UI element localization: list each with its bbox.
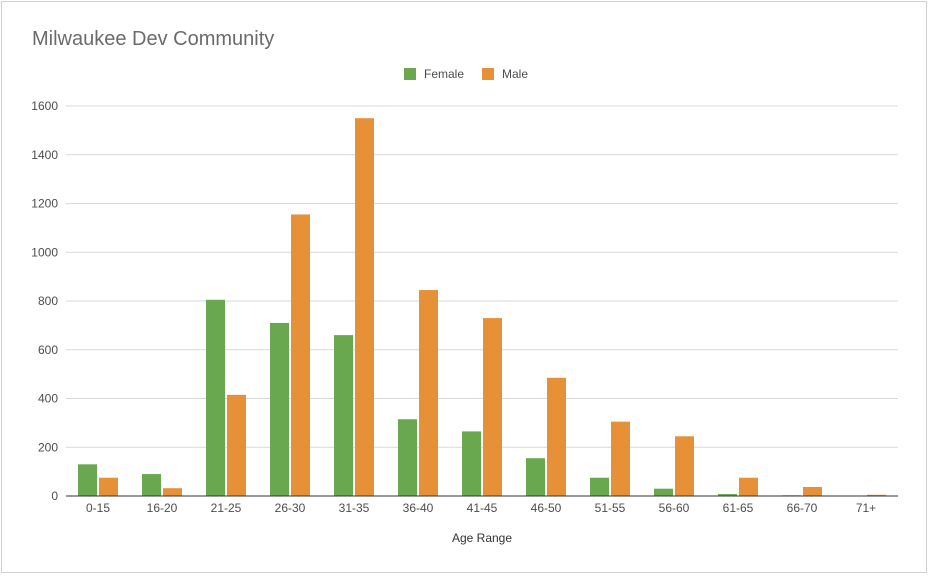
x-tick-label: 26-30 — [275, 501, 306, 515]
legend-label-female: Female — [424, 67, 465, 81]
bar-male-21-25 — [227, 394, 246, 496]
x-tick-label: 51-55 — [595, 501, 626, 515]
bar-male-16-20 — [163, 488, 182, 496]
y-tick-label: 1200 — [31, 197, 58, 211]
chart-legend: Female Male — [404, 67, 546, 81]
bar-female-36-40 — [398, 419, 417, 496]
x-tick-label: 0-15 — [86, 501, 110, 515]
bar-female-21-25 — [206, 299, 225, 496]
bar-male-46-50 — [547, 377, 566, 496]
x-tick-label: 31-35 — [339, 501, 370, 515]
y-tick-label: 800 — [38, 294, 58, 308]
bar-female-16-20 — [142, 474, 161, 496]
y-tick-label: 1400 — [31, 148, 58, 162]
x-tick-label: 21-25 — [211, 501, 242, 515]
x-tick-label: 66-70 — [787, 501, 818, 515]
y-tick-label: 1000 — [31, 245, 58, 259]
y-tick-label: 0 — [51, 489, 58, 503]
y-tick-label: 200 — [38, 440, 58, 454]
bar-female-26-30 — [270, 322, 289, 496]
legend-label-male: Male — [502, 67, 529, 81]
x-tick-label: 56-60 — [659, 501, 690, 515]
legend-item-female[interactable]: Female — [404, 67, 464, 81]
x-tick-label: 16-20 — [147, 501, 178, 515]
bar-male-36-40 — [419, 290, 438, 496]
bar-male-0-15 — [99, 477, 118, 496]
bar-female-51-55 — [590, 477, 609, 496]
legend-swatch-male — [482, 68, 495, 80]
x-tick-label: 36-40 — [403, 501, 434, 515]
bar-female-46-50 — [526, 458, 545, 496]
x-tick-label: 41-45 — [467, 501, 498, 515]
bar-female-41-45 — [462, 431, 481, 496]
y-tick-label: 1600 — [31, 99, 58, 113]
legend-swatch-female — [404, 68, 416, 80]
bar-male-61-65 — [739, 477, 758, 496]
y-tick-label: 400 — [38, 392, 58, 406]
x-tick-label: 71+ — [856, 501, 876, 515]
bar-male-66-70 — [803, 486, 822, 496]
x-tick-label: 61-65 — [723, 501, 754, 515]
legend-item-male[interactable]: Male — [482, 67, 528, 81]
x-axis-title: Age Range — [452, 531, 512, 545]
bar-female-0-15 — [78, 464, 97, 496]
bar-male-71+ — [867, 494, 886, 496]
bar-female-56-60 — [654, 488, 673, 496]
bar-male-56-60 — [675, 436, 694, 496]
bar-female-31-35 — [334, 335, 353, 496]
bar-female-61-65 — [718, 494, 737, 496]
x-tick-label: 46-50 — [531, 501, 562, 515]
chart-title: Milwaukee Dev Community — [32, 28, 275, 50]
bar-male-41-45 — [483, 318, 502, 496]
bar-male-31-35 — [355, 118, 374, 496]
bar-male-26-30 — [291, 214, 310, 496]
y-tick-label: 600 — [38, 343, 58, 357]
bar-male-51-55 — [611, 421, 630, 496]
